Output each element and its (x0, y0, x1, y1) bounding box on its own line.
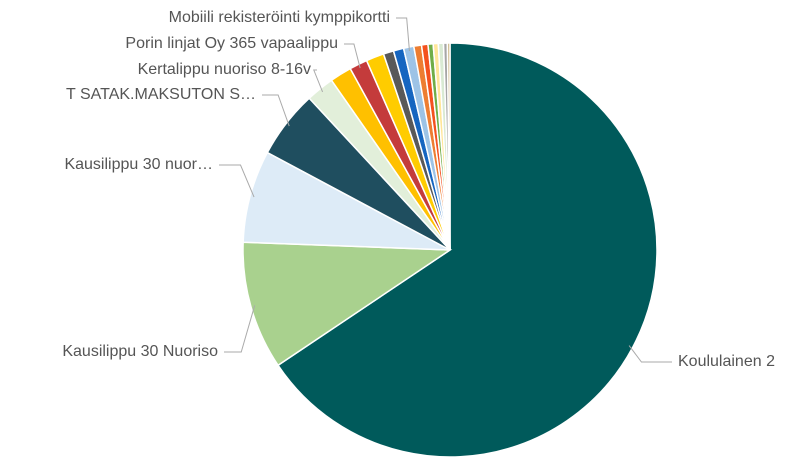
slice-label: T SATAK.MAKSUTON S… (66, 86, 256, 103)
slice-label: Mobiili rekisteröinti kymppikortti (169, 9, 390, 26)
leader-line (396, 17, 410, 52)
pie-slice (242, 241, 453, 367)
pie-slice (446, 42, 451, 251)
slice-label: Kausilippu 30 nuor… (64, 156, 213, 173)
pie-slice (277, 42, 658, 458)
slice-label: Kertalippu nuoriso 8-16v (138, 61, 311, 78)
slice-label: Koululainen 2 (678, 353, 775, 370)
leader-line (628, 345, 672, 363)
leader-line (313, 69, 324, 93)
leader-line (344, 43, 361, 69)
slice-label: Porin linjat Oy 365 vapaalippu (125, 35, 338, 52)
leader-line (262, 94, 290, 127)
leader-line (224, 305, 256, 353)
slice-label: Kausilippu 30 Nuoriso (62, 343, 218, 360)
leader-line (219, 164, 255, 198)
